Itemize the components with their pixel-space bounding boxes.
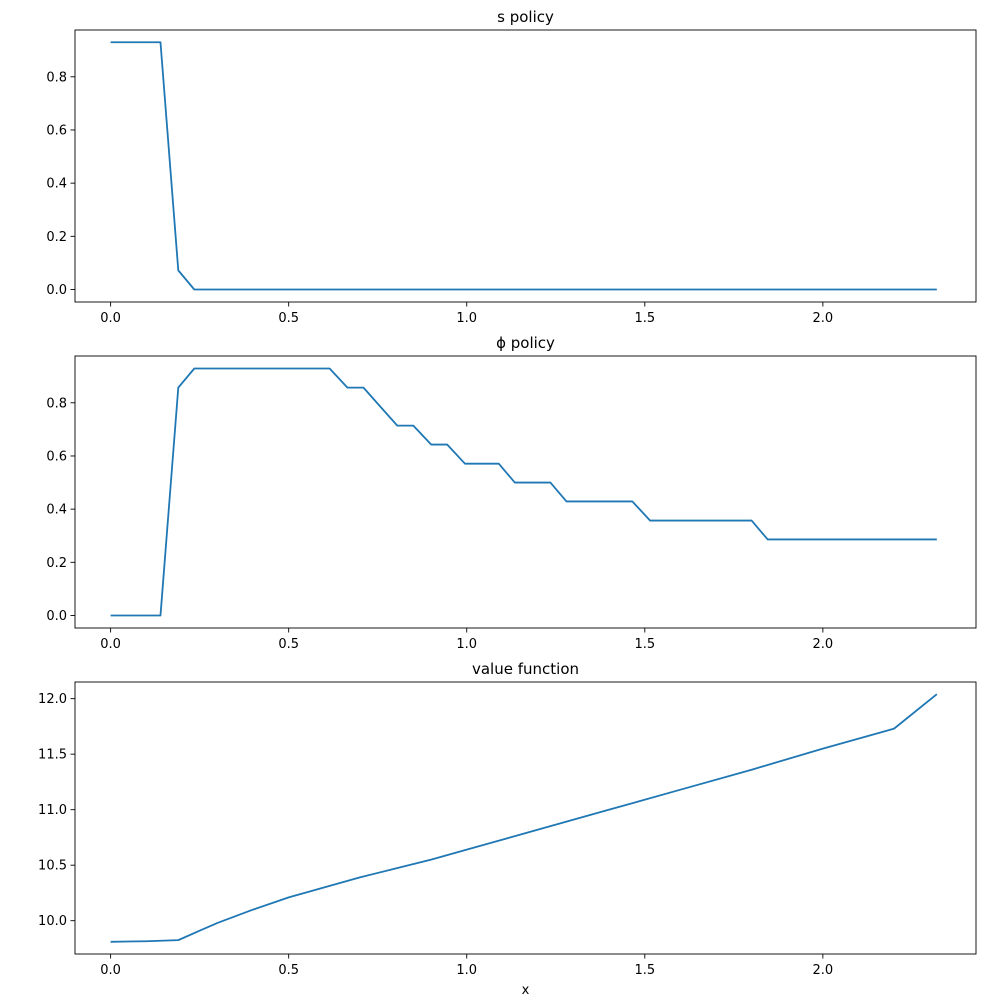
x-tick-label: 0.0 — [100, 311, 121, 326]
plot-frame — [74, 355, 977, 629]
x-tick-label: 1.0 — [456, 311, 477, 326]
x-tick-label: 1.5 — [634, 963, 655, 978]
x-tick-label: 0.5 — [278, 637, 299, 652]
y-tick-label: 0.2 — [46, 556, 67, 571]
x-axis-label: x — [522, 983, 530, 998]
chart-title: value function — [472, 660, 579, 678]
x-tick-label: 2.0 — [813, 637, 834, 652]
x-tick-label: 0.5 — [278, 311, 299, 326]
x-tick-label: 1.5 — [634, 637, 655, 652]
y-tick-label: 0.4 — [46, 177, 67, 192]
x-tick-label: 0.0 — [100, 637, 121, 652]
y-tick-label: 0.8 — [46, 70, 67, 85]
y-tick-label: 0.6 — [46, 449, 67, 464]
subplot-3: 0.0 0.5 1.0 1.5 2.0 10.0 10.5 11.0 11.5 12.0 value… — [38, 660, 977, 998]
series-line — [110, 693, 938, 943]
series-line — [110, 367, 937, 617]
y-tick-label: 0.0 — [46, 283, 67, 298]
y-tick-label: 10.5 — [38, 859, 67, 874]
y-tick-label: 0.4 — [46, 503, 67, 518]
chart-title: ϕ policy — [496, 334, 555, 352]
y-tick-label: 0.6 — [46, 123, 67, 138]
y-tick-label: 11.0 — [38, 803, 67, 818]
y-tick-label: 10.0 — [38, 914, 67, 929]
x-tick-label: 1.0 — [456, 963, 477, 978]
x-tick-label: 1.0 — [456, 637, 477, 652]
chart-title: s policy — [497, 8, 554, 26]
y-tick-label: 0.2 — [46, 230, 67, 245]
plot-frame — [74, 681, 977, 955]
x-tick-label: 2.0 — [813, 963, 834, 978]
y-tick-label: 0.0 — [46, 609, 67, 624]
plot-frame — [74, 29, 977, 303]
y-tick-label: 11.5 — [38, 748, 67, 763]
subplot-1: 0.0 0.5 1.0 1.5 2.0 0.0 0.2 0.4 0.6 0.8 s policy — [46, 8, 977, 326]
x-tick-label: 0.5 — [278, 963, 299, 978]
x-tick-label: 2.0 — [813, 311, 834, 326]
x-tick-label: 1.5 — [634, 311, 655, 326]
series-line — [110, 41, 937, 291]
y-tick-label: 12.0 — [38, 692, 67, 707]
subplot-2: 0.0 0.5 1.0 1.5 2.0 0.0 0.2 0.4 0.6 0.8 ϕ policy — [46, 334, 977, 652]
x-tick-label: 0.0 — [100, 963, 121, 978]
y-tick-label: 0.8 — [46, 396, 67, 411]
